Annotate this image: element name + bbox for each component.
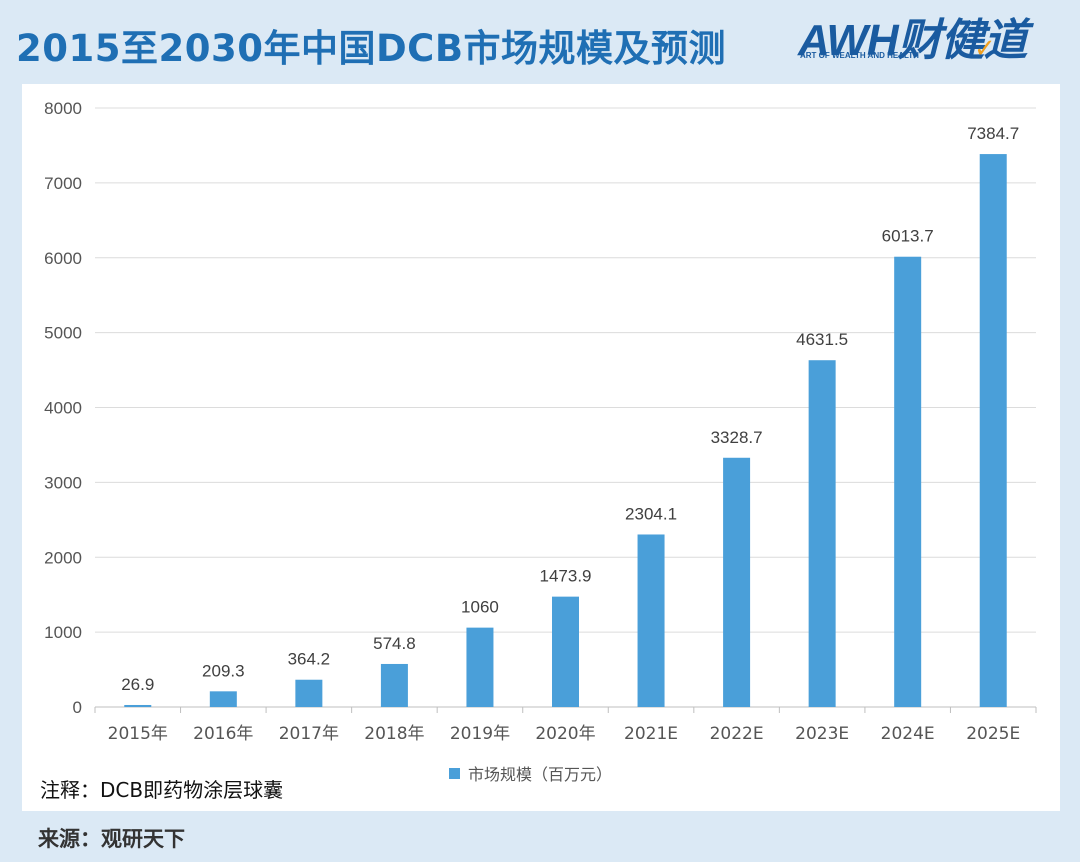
x-tick-label: 2023E bbox=[795, 724, 849, 744]
brand-logo: AWH财健道 ✓ ART OF WEALTH AND HEALTH bbox=[798, 4, 1060, 66]
legend-swatch bbox=[449, 767, 460, 779]
x-tick-label: 2025E bbox=[966, 724, 1020, 744]
y-tick-label: 8000 bbox=[44, 99, 82, 118]
bar bbox=[723, 457, 751, 707]
x-tick-label: 2020年 bbox=[535, 724, 595, 744]
y-tick-label: 3000 bbox=[44, 473, 82, 492]
data-label: 364.2 bbox=[288, 650, 331, 669]
bar bbox=[295, 679, 323, 707]
data-label: 4631.5 bbox=[796, 330, 848, 349]
logo-tagline: ART OF WEALTH AND HEALTH bbox=[800, 51, 919, 60]
bar-chart: 0 1000 2000 3000 4000 5000 6000 7000 8000 26.9 201… bbox=[44, 99, 1037, 744]
checkmark-icon: ✓ bbox=[974, 34, 996, 64]
data-label: 7384.7 bbox=[967, 124, 1019, 143]
x-tick-label: 2021E bbox=[624, 724, 678, 744]
y-tick-label: 6000 bbox=[44, 249, 82, 268]
x-tick-label: 2015年 bbox=[108, 724, 168, 744]
data-label: 3328.7 bbox=[711, 428, 763, 447]
data-label: 574.8 bbox=[373, 634, 416, 653]
data-label: 1473.9 bbox=[540, 567, 592, 586]
x-tick-label: 2022E bbox=[710, 724, 764, 744]
y-tick-label: 2000 bbox=[44, 548, 82, 567]
y-tick-label: 0 bbox=[73, 698, 82, 717]
y-tick-label: 1000 bbox=[44, 623, 82, 642]
bar bbox=[979, 154, 1007, 708]
bar bbox=[894, 256, 922, 707]
bar bbox=[552, 596, 579, 707]
bar bbox=[124, 704, 152, 707]
x-tick-label: 2017年 bbox=[279, 724, 339, 744]
chart-legend: 市场规模（百万元） bbox=[449, 761, 612, 785]
y-tick-label: 4000 bbox=[44, 399, 82, 418]
x-tick-label: 2018年 bbox=[364, 724, 424, 744]
page-title: 2015至2030年中国DCB市场规模及预测 bbox=[16, 27, 727, 70]
data-label: 26.9 bbox=[121, 675, 154, 694]
x-tick-label: 2019年 bbox=[450, 724, 510, 744]
bar bbox=[808, 360, 836, 707]
bar bbox=[380, 663, 408, 707]
chart-source: 来源：观研天下 bbox=[38, 827, 185, 851]
data-label: 209.3 bbox=[202, 661, 245, 680]
data-label: 1060 bbox=[461, 598, 499, 617]
chart-note: 注释：DCB即药物涂层球囊 bbox=[40, 778, 284, 802]
data-label: 2304.1 bbox=[625, 504, 677, 523]
logo-wordmark: AWH财健道 bbox=[798, 16, 1028, 65]
y-tick-label: 5000 bbox=[44, 324, 82, 343]
x-tick-label: 2016年 bbox=[193, 724, 253, 744]
bar bbox=[466, 627, 494, 707]
y-tick-label: 7000 bbox=[44, 174, 82, 193]
x-tick-label: 2024E bbox=[881, 724, 935, 744]
data-label: 6013.7 bbox=[882, 227, 934, 246]
bar bbox=[209, 691, 237, 707]
chart-panel: 0 1000 2000 3000 4000 5000 6000 7000 8000 26.9 201… bbox=[22, 84, 1060, 811]
legend-label: 市场规模（百万元） bbox=[468, 765, 613, 784]
bar bbox=[637, 534, 665, 707]
